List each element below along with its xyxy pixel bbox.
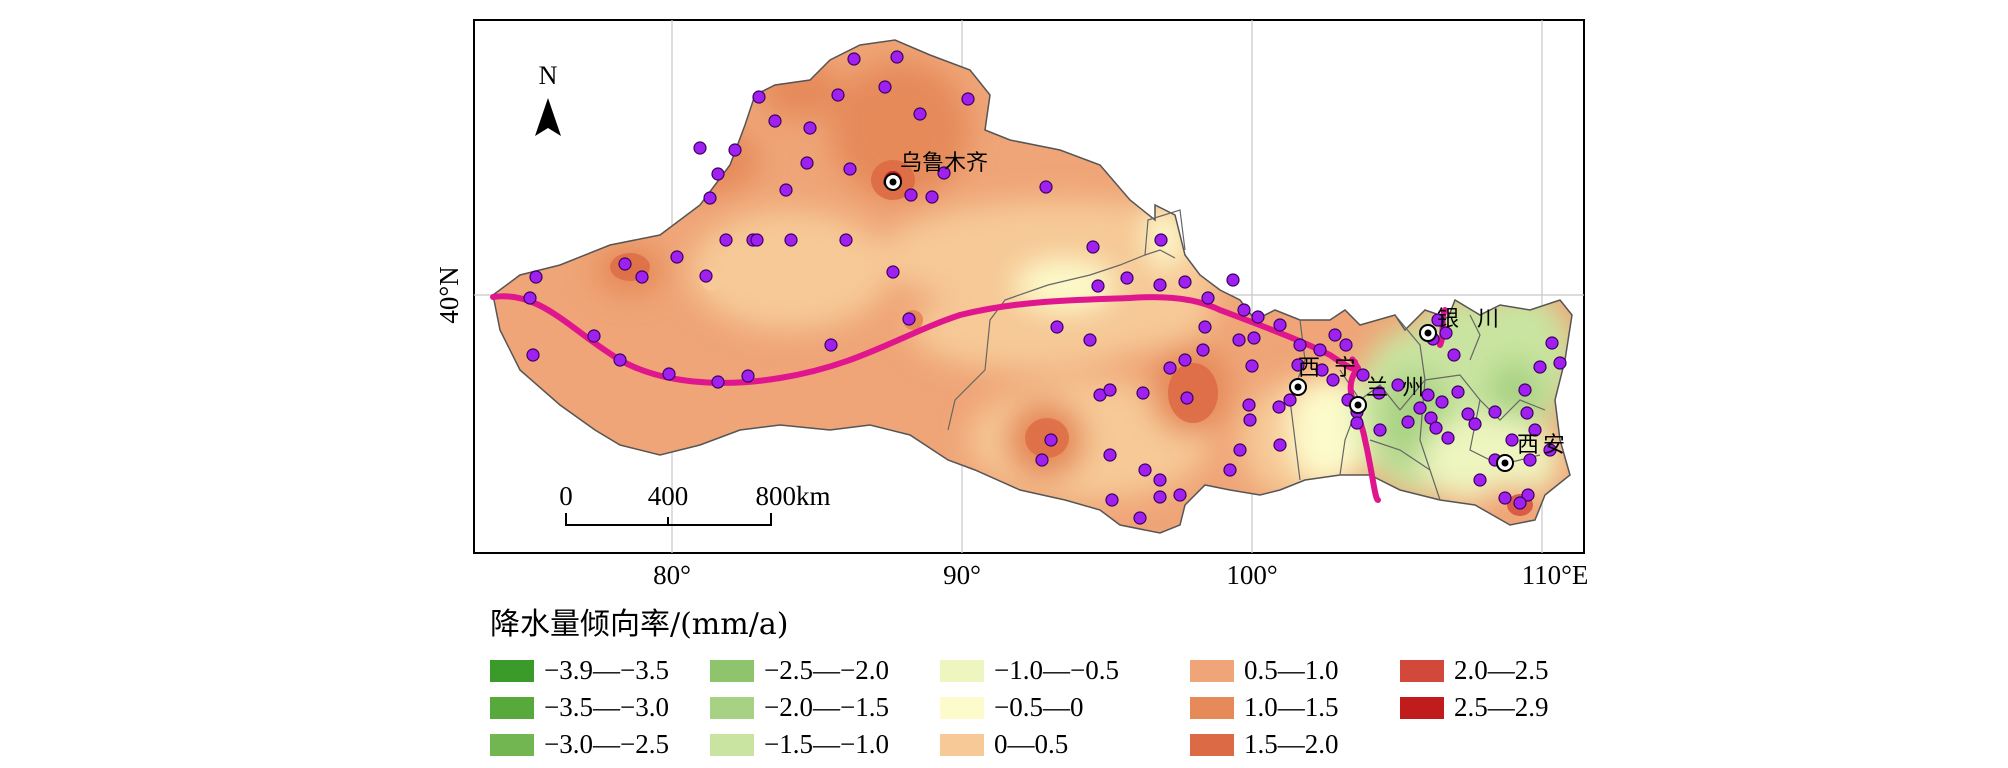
legend-item: 1.5—2.0 — [1190, 729, 1339, 760]
legend-item: 0.5—1.0 — [1190, 655, 1339, 686]
legend-swatch — [1400, 659, 1444, 682]
legend-swatch — [490, 733, 534, 756]
legend-item: −1.5—−1.0 — [710, 729, 889, 760]
legend-label: 1.0—1.5 — [1244, 692, 1339, 722]
scale-label-0: 0 — [559, 481, 573, 511]
legend-item: −0.5—0 — [940, 692, 1083, 723]
city-label-urumqi: 乌鲁木齐 — [900, 151, 988, 176]
legend-label: −1.5—−1.0 — [764, 729, 889, 759]
legend-swatch — [710, 696, 754, 719]
capital-markers — [884, 173, 1514, 472]
legend-item: 2.5—2.9 — [1400, 692, 1549, 723]
legend-label: 2.5—2.9 — [1454, 692, 1549, 722]
legend-swatch — [940, 733, 984, 756]
legend-label: −2.5—−2.0 — [764, 655, 889, 685]
legend-label: −3.0—−2.5 — [544, 729, 669, 759]
scale-label-800: 800km — [755, 481, 830, 511]
legend-label: −3.9—−3.5 — [544, 655, 669, 685]
north-arrow: N — [535, 61, 561, 136]
legend-label: 0—0.5 — [994, 729, 1069, 759]
legend-swatch — [490, 696, 534, 719]
weather-stations — [523, 50, 1567, 525]
legend-swatch — [1190, 733, 1234, 756]
city-label-lanzhou: 兰州 — [1366, 376, 1438, 401]
legend-item: −2.5—−2.0 — [710, 655, 889, 686]
legend-item: −1.0—−0.5 — [940, 655, 1119, 686]
legend-label: 1.5—2.0 — [1244, 729, 1339, 759]
legend-swatch — [940, 659, 984, 682]
legend-label: −1.0—−0.5 — [994, 655, 1119, 685]
legend-label: 2.0—2.5 — [1454, 655, 1549, 685]
scale-label-400: 400 — [648, 481, 689, 511]
legend-label: −2.0—−1.5 — [764, 692, 889, 722]
scale-bar: 0 400 800km — [559, 481, 831, 526]
legend-swatch — [1190, 696, 1234, 719]
legend-item: −2.0—−1.5 — [710, 692, 889, 723]
region-boundary — [492, 39, 1573, 534]
legend-swatch — [710, 659, 754, 682]
legend-item: −3.0—−2.5 — [490, 729, 669, 760]
legend-item: 0—0.5 — [940, 729, 1068, 760]
city-label-yinchuan: 银川 — [1437, 307, 1517, 332]
lat-label-40: 40°N — [434, 266, 464, 323]
legend-item: −3.9—−3.5 — [490, 655, 669, 686]
lon-label-80: 80° — [653, 560, 691, 590]
legend-label: 0.5—1.0 — [1244, 655, 1339, 685]
legend-swatch — [490, 659, 534, 682]
lon-label-100: 100° — [1226, 560, 1277, 590]
legend-item: 2.0—2.5 — [1400, 655, 1549, 686]
legend-swatch — [710, 733, 754, 756]
north-arrow-label: N — [539, 61, 558, 90]
city-label-xining: 西宁 — [1298, 356, 1370, 381]
legend-swatch — [1190, 659, 1234, 682]
legend-item: −3.5—−3.0 — [490, 692, 669, 723]
lon-label-110: 110°E — [1522, 560, 1589, 590]
legend-swatch — [940, 696, 984, 719]
legend-title: 降水量倾向率/(mm/a) — [490, 607, 789, 642]
legend-label: −3.5—−3.0 — [544, 692, 669, 722]
legend-swatch — [1400, 696, 1444, 719]
legend-item: 1.0—1.5 — [1190, 692, 1339, 723]
legend-label: −0.5—0 — [994, 692, 1084, 722]
city-label-xian: 西安 — [1517, 433, 1569, 458]
lon-label-90: 90° — [943, 560, 981, 590]
